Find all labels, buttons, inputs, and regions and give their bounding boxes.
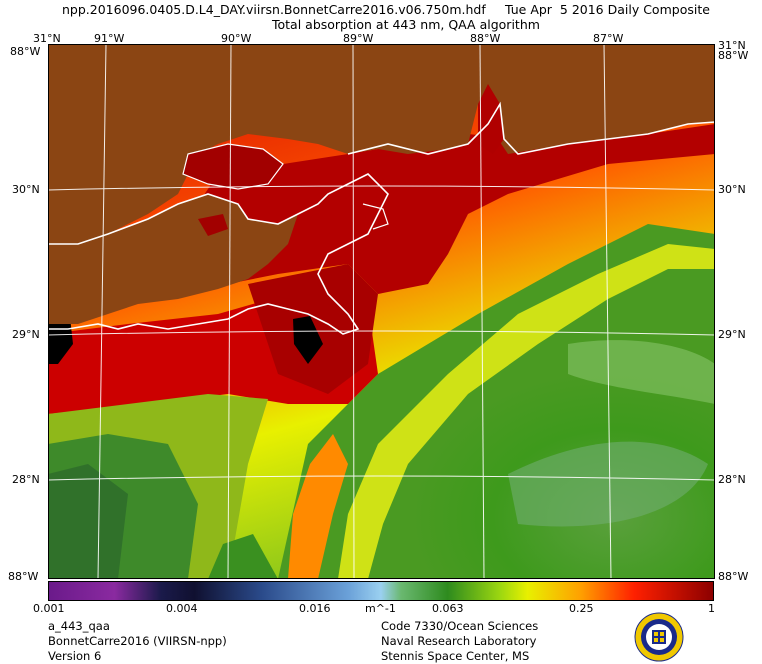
coastline-louisiana — [48, 173, 389, 335]
lon-label-88w: 88°W — [470, 32, 501, 45]
lat-label-top-left: 31°N — [33, 32, 61, 45]
colorbar-tick-5: 1 — [708, 602, 715, 615]
colorbar-tick-0: 0.001 — [33, 602, 65, 615]
footer-org-code: Code 7330/Ocean Sciences — [381, 619, 539, 633]
lon-label-89w: 89°W — [343, 32, 374, 45]
footer-version: Version 6 — [48, 649, 102, 663]
colorbar-tick-4: 0.25 — [569, 602, 594, 615]
graticule — [48, 44, 715, 579]
footer-product-name: a_443_qaa — [48, 619, 110, 633]
lat-label-left-29n: 29°N — [12, 328, 40, 341]
lon-label-87w: 87°W — [593, 32, 624, 45]
corner-label-top-left: 88°W — [10, 45, 41, 58]
absorption-map — [48, 44, 715, 579]
lat-label-right-30n: 30°N — [718, 183, 746, 196]
footer-org-name: Naval Research Laboratory — [381, 634, 537, 648]
corner-label-bottom-left: 88°W — [8, 570, 39, 583]
colorbar-tick-1: 0.004 — [166, 602, 198, 615]
lat-label-right-29n: 29°N — [718, 328, 746, 341]
footer-region: BonnetCarre2016 (VIIRSN-npp) — [48, 634, 227, 648]
map-date: Tue Apr 5 2016 Daily Composite — [505, 2, 710, 17]
lon-label-91w: 91°W — [94, 32, 125, 45]
corner-label-top-right: 88°W — [718, 49, 749, 62]
lake-pontchartrain — [183, 144, 283, 189]
footer-org-location: Stennis Space Center, MS — [381, 649, 530, 663]
colorbar — [48, 581, 714, 601]
colorbar-unit: m^-1 — [365, 602, 396, 615]
lat-label-left-30n: 30°N — [12, 183, 40, 196]
lon-label-90w: 90°W — [221, 32, 252, 45]
land-area — [48, 44, 715, 244]
lat-label-top-right: 31°N — [718, 39, 746, 52]
map-filename: npp.2016096.0405.D.L4_DAY.viirsn.BonnetC… — [62, 2, 486, 17]
corner-label-bottom-right: 88°W — [718, 570, 749, 583]
map-product-title: Total absorption at 443 nm, QAA algorith… — [272, 17, 540, 32]
naval-research-laboratory-seal-icon — [634, 612, 684, 662]
colorbar-tick-3: 0.063 — [432, 602, 464, 615]
lat-label-left-28n: 28°N — [12, 473, 40, 486]
coastline-mississippi-alabama — [347, 101, 715, 155]
lat-label-right-28n: 28°N — [718, 473, 746, 486]
colorbar-tick-2: 0.016 — [299, 602, 331, 615]
